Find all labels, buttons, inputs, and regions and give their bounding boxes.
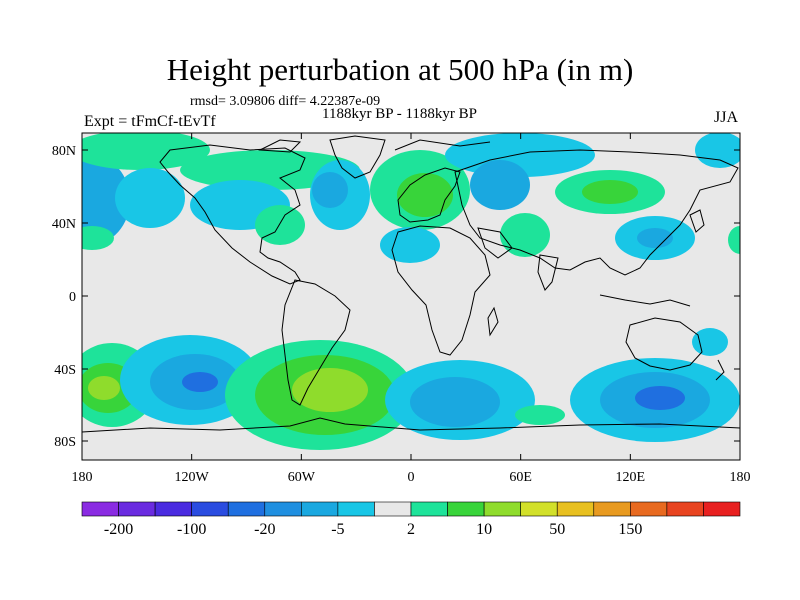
contour-region [82,226,114,250]
contour-field [82,133,740,450]
contour-region [292,368,368,412]
coastline-asia [454,149,739,276]
colorbar-swatch [191,501,229,517]
contour-region [397,173,453,217]
colorbar-swatch [556,501,595,517]
contour-region [695,133,740,168]
longitude-axis: 180 120W 60W 0 60E 120E 180 [72,133,751,485]
colorbar-label: -100 [177,521,206,538]
colorbar-swatch [264,501,302,517]
latitude-axis: 80N 40N 0 40S 80S [52,144,740,450]
contour-region [470,160,530,210]
experiment-label: Expt = tFmCf-tEvTf [84,113,216,130]
contour-region [88,376,120,400]
colorbar-swatch [337,501,375,517]
contour-region [410,377,500,427]
coastline-europe [397,167,461,223]
coastline-africa [391,225,491,356]
coastline-australia [625,317,703,371]
contour-region [582,180,638,204]
colorbar: -200 -100 -20 -5 2 10 50 150 [81,501,741,538]
contour-region [82,155,130,245]
coastline-india [537,254,559,291]
lat-tick-label: 40N [52,217,76,232]
colorbar-swatch [81,501,119,517]
lat-tick-label: 40S [54,363,76,378]
lon-tick-label: 60W [288,470,316,485]
colorbar-label: -200 [104,521,133,538]
colorbar-label: -20 [254,521,275,538]
colorbar-swatch [118,501,156,517]
contour-region [312,172,348,208]
contour-region [728,226,740,254]
season-label: JJA [714,109,739,126]
coastline-indonesia [599,294,691,307]
lon-tick-label: 180 [730,470,751,485]
colorbar-swatch [410,501,448,517]
contour-region [637,228,673,248]
lat-tick-label: 0 [69,290,76,305]
coastline-south-america [281,279,351,406]
coastline-antarctica [82,417,740,433]
contour-region [380,227,440,263]
colorbar-label: 2 [407,521,415,538]
colorbar-swatch [666,501,704,517]
coastline-madagascar [487,306,499,337]
colorbar-swatch [703,501,741,517]
coastline-new-zealand [715,359,725,381]
colorbar-swatch [301,501,339,517]
contour-region [255,205,305,245]
lon-tick-label: 120W [175,470,210,485]
colorbar-swatch [520,501,558,517]
coastline-greenland [329,135,386,179]
colorbar-swatch [227,501,266,517]
colorbar-swatch [447,501,485,517]
lon-tick-label: 60E [509,470,532,485]
contour-region [115,168,185,228]
contour-region [82,133,210,170]
contour-region [515,405,565,425]
coastline-north-america [159,144,306,285]
statistics-label: rmsd= 3.09806 diff= 4.22387e-09 [190,94,381,109]
page-title: Height perturbation at 500 hPa (in m) [166,52,634,87]
contour-region [182,372,218,392]
colorbar-swatch [154,501,192,517]
lat-tick-label: 80S [54,435,76,450]
lon-tick-label: 180 [72,470,93,485]
colorbar-label: 150 [618,521,642,538]
colorbar-label: 50 [549,521,565,538]
colorbar-swatch [483,501,521,517]
lon-tick-label: 0 [408,470,415,485]
lon-tick-label: 120E [616,470,646,485]
colorbar-label: 10 [476,521,492,538]
contour-region [635,386,685,410]
colorbar-swatch [374,501,412,517]
colorbar-label: -5 [331,521,344,538]
contour-region [692,328,728,356]
coastline-japan [689,209,705,233]
coastlines [82,135,740,433]
coastline-arctic [394,139,491,151]
colorbar-swatch [593,501,631,517]
subtitle: 1188kyr BP - 1188kyr BP [322,106,478,122]
lat-tick-label: 80N [52,144,76,159]
colorbar-swatch [630,501,668,517]
coastline-arctic-islands [258,139,302,153]
coastline-arabia [477,227,513,259]
contour-region [500,213,550,257]
